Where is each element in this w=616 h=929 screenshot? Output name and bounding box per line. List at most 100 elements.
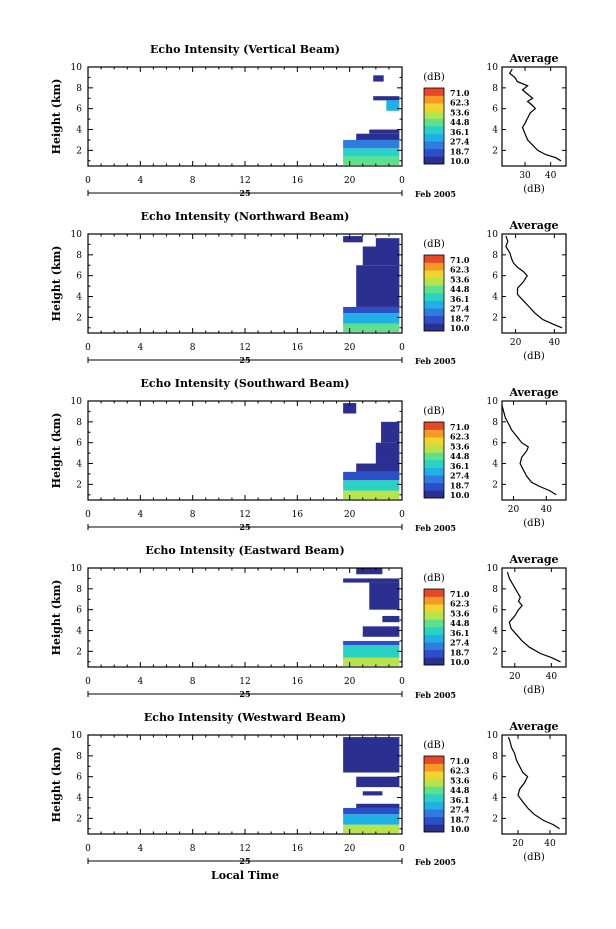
colorbar-tick-label: 53.6 xyxy=(450,107,470,117)
colorbar-tick-label: 18.7 xyxy=(450,647,469,657)
x-tick-label: 8 xyxy=(190,510,196,520)
y-tick-label: 8 xyxy=(76,84,82,94)
average-y-tick-label: 6 xyxy=(492,272,498,282)
colorbar-swatch xyxy=(424,627,444,635)
average-y-tick-label: 2 xyxy=(492,814,498,824)
date-month-year: Feb 2005 xyxy=(415,523,456,533)
heatmap-cell xyxy=(343,578,400,583)
heatmap-cell xyxy=(375,442,400,464)
colorbar-tick-label: 10.0 xyxy=(450,323,470,333)
heatmap-cell xyxy=(343,403,357,414)
average-profile-line xyxy=(507,736,560,830)
colorbar-swatch xyxy=(424,148,444,157)
average-y-tick-label: 2 xyxy=(492,313,498,323)
colorbar-frame xyxy=(423,421,445,499)
colorbar-frame xyxy=(423,87,445,165)
colorbar-swatch xyxy=(424,315,444,324)
colorbar-tick-label: 18.7 xyxy=(450,146,469,156)
colorbar-tick-label: 27.4 xyxy=(450,137,470,147)
colorbar-tick-label: 27.4 xyxy=(450,471,470,481)
y-tick-label: 10 xyxy=(71,397,83,407)
colorbar-tick-label: 36.1 xyxy=(450,628,469,638)
colorbar-swatch xyxy=(424,604,444,613)
y-tick-label: 2 xyxy=(76,647,82,657)
heatmap-cell xyxy=(343,480,400,491)
average-x-label: (dB) xyxy=(523,351,545,362)
y-tick-label: 6 xyxy=(76,105,82,115)
panel-4: Echo Intensity (Westward Beam) Height (km… xyxy=(50,711,567,867)
y-axis-label: Height (km) xyxy=(50,747,63,823)
x-tick-label: 0 xyxy=(399,343,405,353)
average-x-label: (dB) xyxy=(523,685,545,696)
colorbar-tick-label: 36.1 xyxy=(450,127,469,137)
x-tick-label: 4 xyxy=(137,677,143,687)
colorbar-tick-label: 36.1 xyxy=(450,795,469,805)
heatmap-cell xyxy=(343,807,400,815)
average-y-tick-label: 10 xyxy=(487,731,499,741)
y-tick-label: 8 xyxy=(76,251,82,261)
colorbar-swatch xyxy=(424,634,444,643)
average-frame xyxy=(501,233,567,334)
date-month-year: Feb 2005 xyxy=(415,189,456,199)
heatmap-cell xyxy=(343,471,400,481)
colorbar-swatch xyxy=(424,756,444,764)
average-y-tick-label: 4 xyxy=(492,794,498,804)
average-y-tick-label: 8 xyxy=(492,251,498,261)
heatmap-cell xyxy=(356,776,400,788)
heatmap-cell xyxy=(369,582,400,610)
y-axis-label: Height (km) xyxy=(50,79,63,155)
average-y-tick-label: 6 xyxy=(492,773,498,783)
average-x-tick-label: 40 xyxy=(544,839,556,849)
x-tick-label: 0 xyxy=(85,176,91,186)
y-tick-label: 4 xyxy=(76,794,82,804)
panel-3: Echo Intensity (Eastward Beam) Height (km… xyxy=(50,544,567,700)
colorbar-tick-label: 44.8 xyxy=(450,785,470,795)
heatmap-cell xyxy=(381,421,400,443)
colorbar-tick-label: 71.0 xyxy=(450,422,470,432)
heatmap-cell xyxy=(343,737,400,773)
colorbar-swatch xyxy=(424,467,444,476)
average-profile-line xyxy=(505,235,563,329)
x-axis-label: Local Time xyxy=(211,869,279,882)
panel-title: Echo Intensity (Vertical Beam) xyxy=(150,43,340,56)
y-axis-label: Height (km) xyxy=(50,413,63,489)
average-frame xyxy=(501,400,567,501)
y-tick-label: 10 xyxy=(71,63,83,73)
colorbar-unit: (dB) xyxy=(423,740,445,751)
average-title: Average xyxy=(508,386,558,399)
average-x-tick-label: 20 xyxy=(509,672,521,682)
heatmap-cell xyxy=(356,803,400,808)
heatmap-cell xyxy=(343,814,400,825)
x-tick-label: 8 xyxy=(190,844,196,854)
colorbar-swatch xyxy=(424,619,444,628)
y-tick-label: 2 xyxy=(76,814,82,824)
colorbar-swatch xyxy=(424,809,444,818)
x-tick-label: 20 xyxy=(344,844,356,854)
colorbar-tick-label: 62.3 xyxy=(450,432,470,442)
x-tick-label: 0 xyxy=(399,510,405,520)
x-tick-label: 0 xyxy=(85,677,91,687)
colorbar-tick-label: 27.4 xyxy=(450,638,470,648)
y-tick-label: 4 xyxy=(76,627,82,637)
heatmap-cell xyxy=(343,824,400,833)
panel-title: Echo Intensity (Northward Beam) xyxy=(141,210,350,223)
date-day: 25 xyxy=(239,188,250,198)
colorbar-swatch xyxy=(424,285,444,294)
date-month-year: Feb 2005 xyxy=(415,857,456,867)
x-tick-label: 20 xyxy=(344,510,356,520)
x-tick-label: 4 xyxy=(137,176,143,186)
colorbar-frame xyxy=(423,588,445,666)
heatmap-cell xyxy=(362,246,400,266)
y-axis-label: Height (km) xyxy=(50,246,63,322)
average-x-label: (dB) xyxy=(523,184,545,195)
y-tick-label: 10 xyxy=(71,731,83,741)
colorbar-swatch xyxy=(424,778,444,787)
heatmap-cell xyxy=(375,238,400,247)
average-y-tick-label: 4 xyxy=(492,126,498,136)
x-tick-label: 0 xyxy=(85,510,91,520)
average-title: Average xyxy=(508,219,558,232)
colorbar-tick-label: 53.6 xyxy=(450,775,470,785)
average-title: Average xyxy=(508,720,558,733)
y-tick-label: 10 xyxy=(71,564,83,574)
average-x-label: (dB) xyxy=(523,852,545,863)
